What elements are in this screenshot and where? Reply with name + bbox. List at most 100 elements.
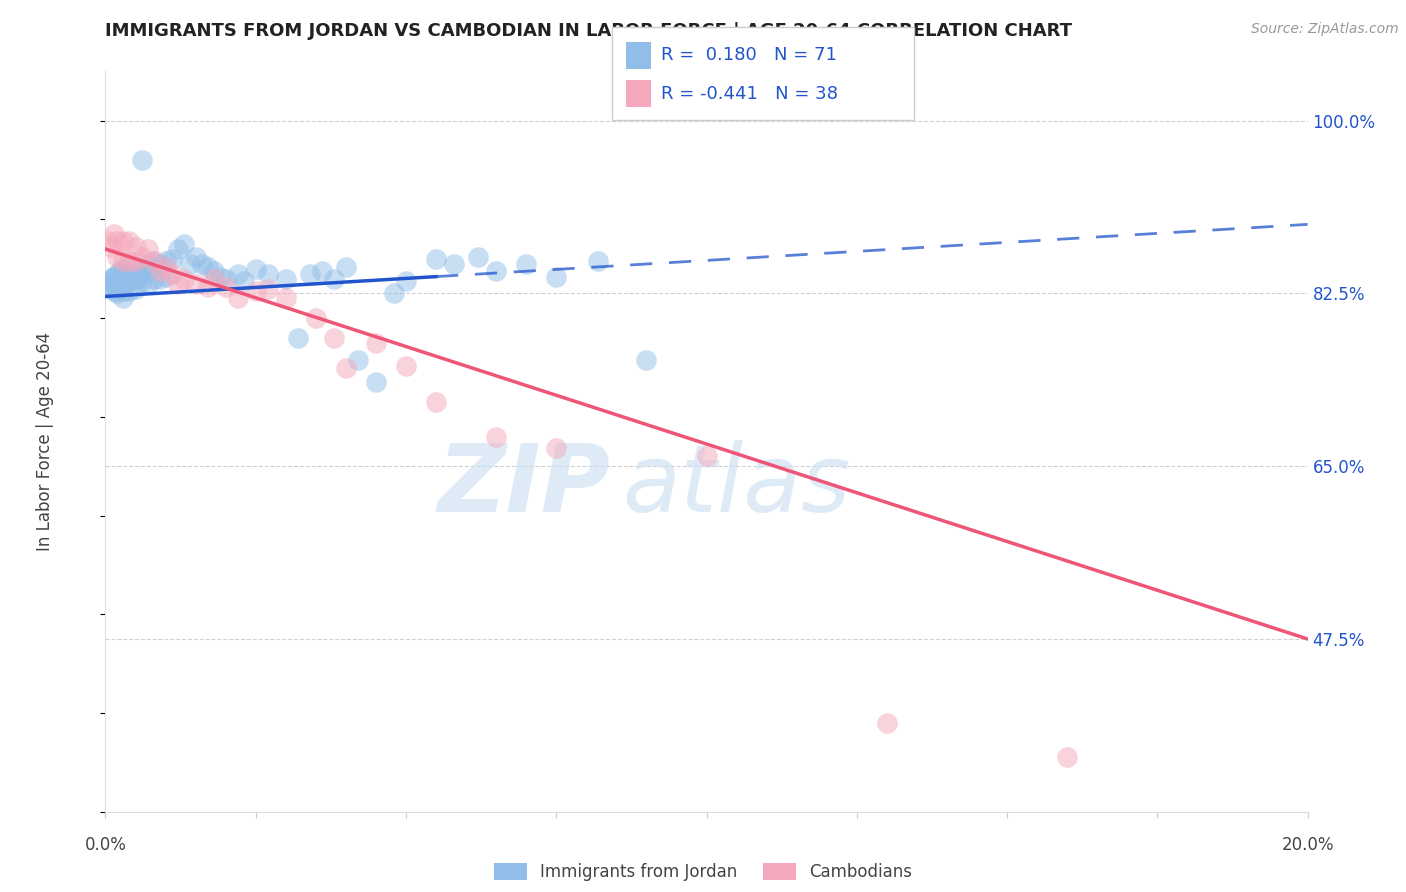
Point <box>696 450 718 464</box>
Point <box>160 267 183 281</box>
Point <box>118 253 141 268</box>
Point <box>160 252 183 266</box>
Point <box>173 271 195 285</box>
Point <box>100 271 122 285</box>
Point <box>173 237 195 252</box>
Point <box>347 352 370 367</box>
Point <box>335 260 357 274</box>
Point <box>214 271 236 285</box>
Point <box>515 257 537 271</box>
Point <box>179 257 201 271</box>
Point <box>305 311 328 326</box>
Point <box>107 250 129 264</box>
Point <box>208 269 231 284</box>
Point <box>184 250 207 264</box>
Text: In Labor Force | Age 20-64: In Labor Force | Age 20-64 <box>37 332 55 551</box>
Point <box>202 264 225 278</box>
Point <box>184 277 207 291</box>
Point <box>322 331 344 345</box>
Point <box>382 286 405 301</box>
Point <box>128 269 150 284</box>
Point <box>166 242 188 256</box>
Point <box>467 250 489 264</box>
Point <box>112 261 135 276</box>
Point <box>636 352 658 367</box>
Point <box>226 267 249 281</box>
Point <box>98 274 121 288</box>
Point <box>311 264 333 278</box>
Point <box>103 227 125 242</box>
Point <box>110 264 132 278</box>
Point <box>136 257 159 271</box>
Point <box>142 253 165 268</box>
Point <box>136 264 159 278</box>
Point <box>142 271 165 285</box>
Point <box>202 271 225 285</box>
Point <box>131 153 153 168</box>
Point <box>118 274 141 288</box>
Point <box>118 234 141 248</box>
Point <box>364 376 387 390</box>
Point <box>112 253 135 268</box>
Point <box>107 274 129 288</box>
Point <box>546 269 568 284</box>
Point <box>136 242 159 256</box>
Point <box>100 240 122 254</box>
Point <box>103 284 125 298</box>
Point <box>101 269 124 284</box>
Point <box>97 277 120 291</box>
Point <box>245 261 267 276</box>
Point <box>124 240 146 254</box>
Point <box>155 269 177 284</box>
Point <box>395 359 418 373</box>
Point <box>425 252 447 266</box>
Point <box>485 264 508 278</box>
Point <box>131 250 153 264</box>
Text: 20.0%: 20.0% <box>1281 837 1334 855</box>
Point <box>485 429 508 443</box>
Text: IMMIGRANTS FROM JORDAN VS CAMBODIAN IN LABOR FORCE | AGE 20-64 CORRELATION CHART: IMMIGRANTS FROM JORDAN VS CAMBODIAN IN L… <box>105 22 1073 40</box>
Point <box>335 360 357 375</box>
Point <box>395 274 418 288</box>
Point <box>287 331 309 345</box>
Point <box>1056 750 1078 764</box>
Text: ZIP: ZIP <box>437 440 610 532</box>
Point <box>148 271 170 285</box>
Point <box>148 264 170 278</box>
Point <box>226 292 249 306</box>
Point <box>112 284 135 298</box>
Point <box>118 284 141 298</box>
Point <box>124 271 146 285</box>
Point <box>97 234 120 248</box>
Point <box>197 260 219 274</box>
Point <box>118 267 141 281</box>
Point <box>166 277 188 291</box>
Point <box>118 257 141 271</box>
Point <box>546 442 568 456</box>
Point <box>322 271 344 285</box>
Point <box>107 234 129 248</box>
Point <box>425 395 447 409</box>
Point <box>274 271 297 285</box>
Point <box>190 257 212 271</box>
Point <box>232 274 254 288</box>
Point <box>124 281 146 295</box>
Text: R = -0.441   N = 38: R = -0.441 N = 38 <box>661 85 838 103</box>
Point <box>256 281 278 295</box>
Text: Source: ZipAtlas.com: Source: ZipAtlas.com <box>1251 22 1399 37</box>
Point <box>107 279 129 293</box>
Point <box>155 260 177 274</box>
Text: R =  0.180   N = 71: R = 0.180 N = 71 <box>661 46 837 64</box>
Point <box>107 267 129 281</box>
Point <box>112 234 135 248</box>
Point <box>100 281 122 295</box>
Point <box>112 292 135 306</box>
Point <box>131 261 153 276</box>
Point <box>298 267 321 281</box>
Point <box>107 286 129 301</box>
Point <box>110 281 132 295</box>
Point <box>112 269 135 284</box>
Point <box>142 253 165 268</box>
Point <box>443 257 465 271</box>
Point <box>876 715 898 730</box>
